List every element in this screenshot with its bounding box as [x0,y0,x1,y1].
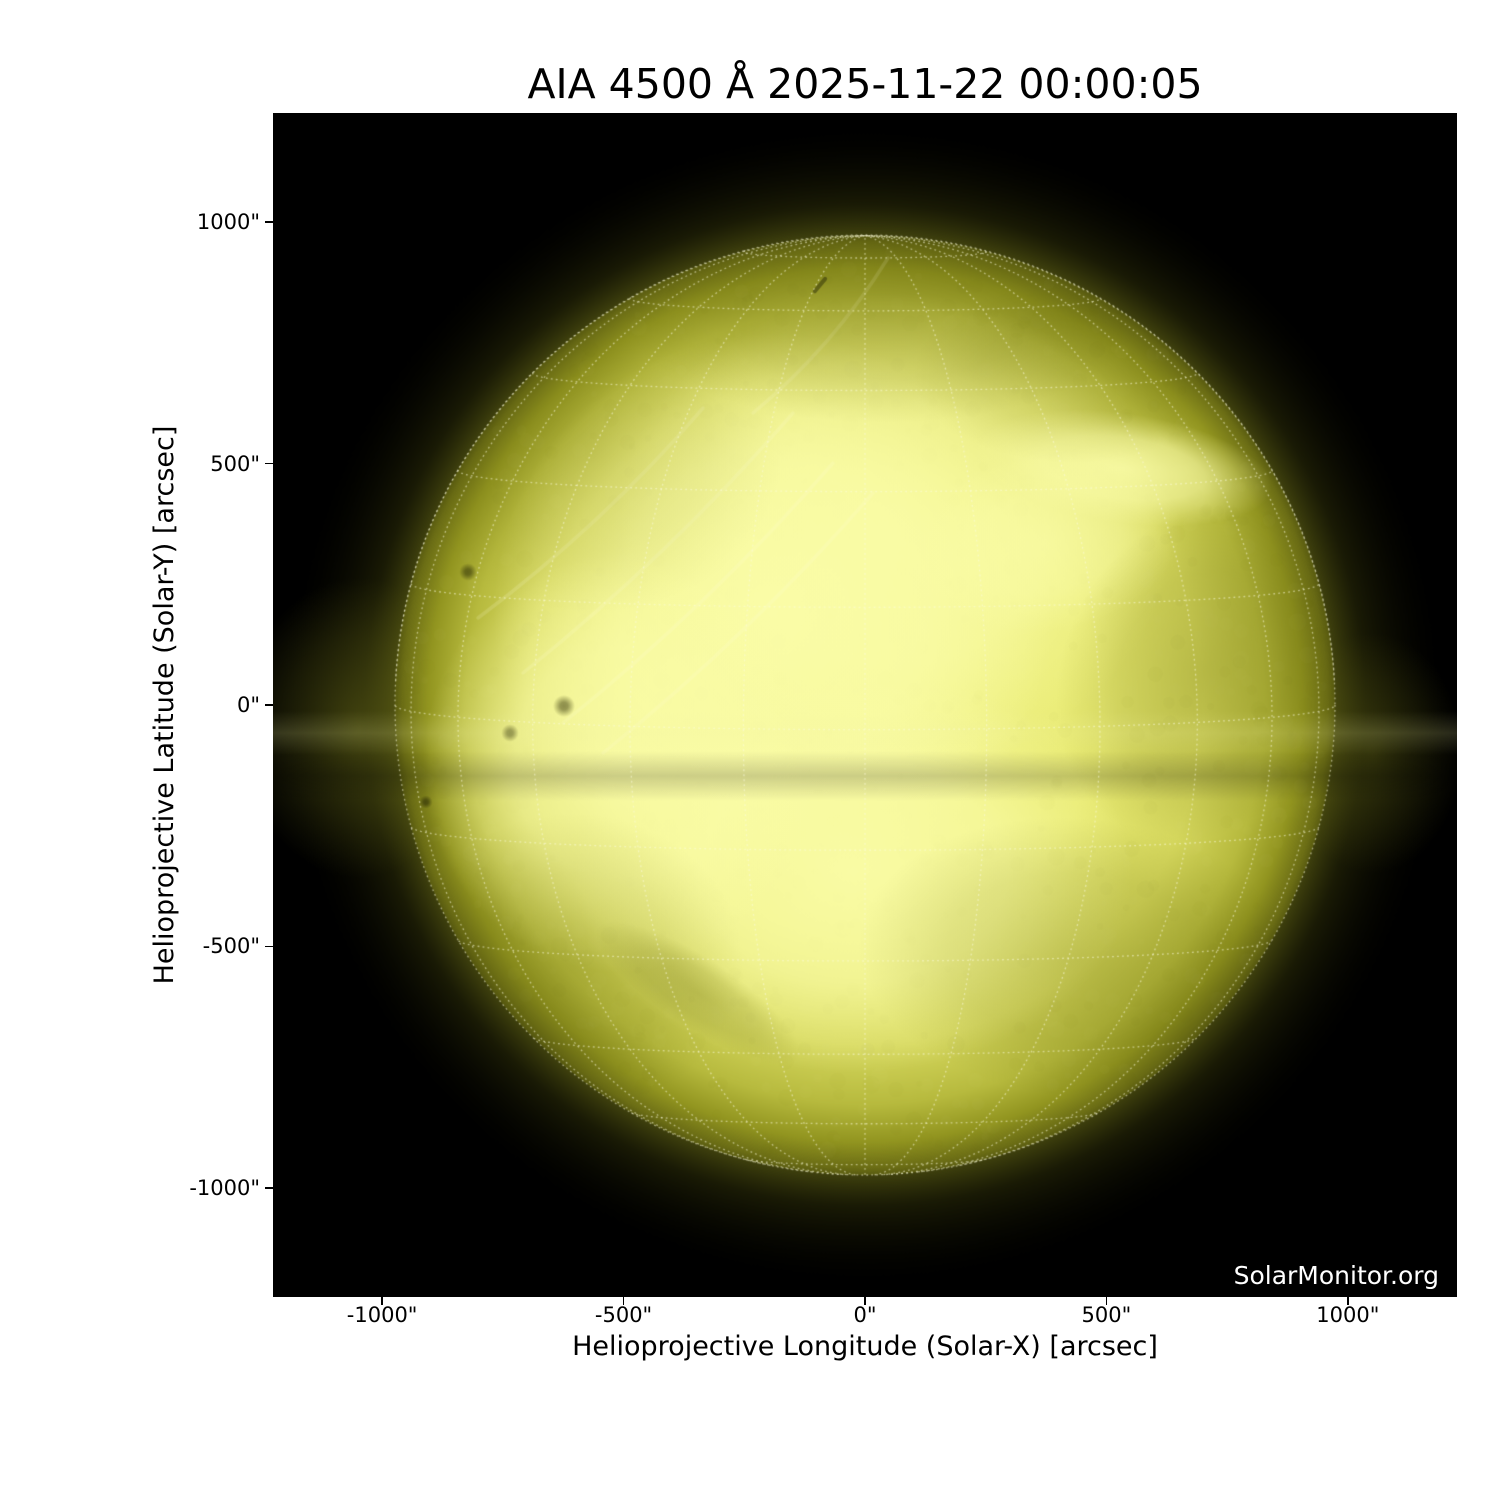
x-tick-mark [622,1297,625,1305]
y-tick-label: 500" [210,451,260,476]
plot-title: AIA 4500 Å 2025-11-22 00:00:05 [527,60,1203,108]
x-tick-label: 1000" [1316,1303,1380,1327]
y-tick-mark [265,945,273,948]
watermark: SolarMonitor.org [1233,1261,1439,1290]
x-tick-label: -1000" [346,1303,418,1327]
x-tick-mark [1347,1297,1349,1305]
x-tick-mark [864,1297,866,1305]
plot-area: SolarMonitor.org [273,113,1457,1297]
x-tick-label: -500" [594,1303,653,1327]
x-tick-mark [1105,1297,1108,1305]
y-tick-mark [265,221,273,223]
y-tick-label: 0" [236,693,260,717]
y-tick-mark [265,704,273,706]
solar-disk-image [273,113,1457,1297]
x-tick-label: 500" [1081,1303,1132,1327]
y-tick-label: -1000" [189,1175,260,1200]
x-tick-mark [381,1297,383,1305]
x-tick-label: 0" [853,1303,877,1327]
y-tick-mark [265,462,273,465]
y-tick-label: -500" [202,934,260,959]
y-tick-label: 1000" [196,210,260,235]
y-axis-label: Helioprojective Latitude (Solar-Y) [arcs… [149,425,180,985]
y-tick-mark [265,1187,273,1189]
x-axis-label: Helioprojective Longitude (Solar-X) [arc… [572,1331,1158,1362]
